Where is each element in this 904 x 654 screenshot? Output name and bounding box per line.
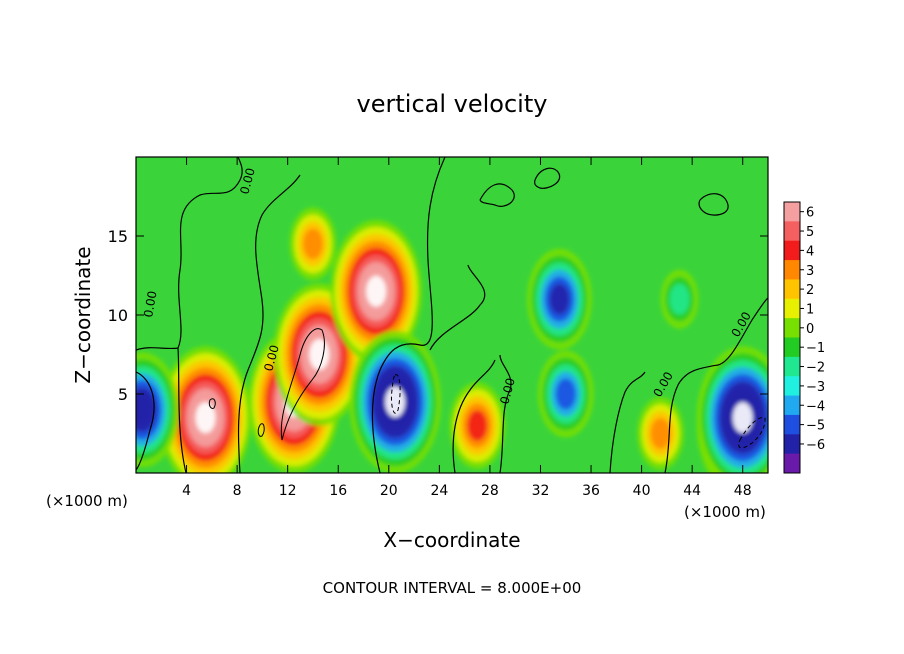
colorbar: 6 5 4 3 2 1 0 −1 −2 −3 −4 −5 −6	[783, 201, 825, 474]
zero-contour	[177, 347, 187, 473]
colorbar-swatch	[784, 434, 800, 455]
x-tick-label: 36	[582, 483, 600, 499]
contour-layer	[136, 157, 768, 473]
heat-cell	[650, 418, 671, 449]
x-tick-label: 8	[233, 483, 242, 499]
x-tick-label: 44	[683, 483, 701, 499]
zero-contour	[371, 157, 446, 473]
zero-contour	[452, 359, 496, 473]
colorbar-swatch	[784, 202, 800, 222]
heat-cell	[136, 394, 153, 426]
heat-cell	[555, 378, 576, 410]
colorbar-tick-label: −2	[806, 361, 825, 376]
colorbar-swatch	[784, 298, 800, 319]
heat-cell	[303, 228, 323, 260]
colorbar-swatch	[784, 318, 800, 338]
colorbar-frame	[783, 201, 801, 474]
colorbar-tick-label: 2	[806, 283, 814, 298]
colorbar-tick-label: −1	[806, 341, 825, 356]
x-tick-label: 24	[430, 483, 448, 499]
x-tick-label: 20	[380, 483, 398, 499]
colorbar-tick-label: 1	[806, 302, 814, 317]
chart-title: vertical velocity	[357, 90, 548, 118]
colorbar-swatch	[784, 395, 800, 416]
positive-contour	[280, 328, 325, 441]
y-tick-label: 15	[108, 227, 128, 246]
colorbar-tick-label: −6	[806, 438, 825, 453]
colorbar-swatch	[784, 260, 800, 280]
plot-area: 0.00 0.00 0.00 0.00 0.00 0.00	[136, 157, 768, 473]
zero-contour	[609, 371, 646, 473]
colorbar-tick-label: 4	[806, 244, 814, 259]
colorbar-tick-label: −4	[806, 399, 825, 414]
heat-cell	[669, 283, 690, 315]
colorbar-swatch	[784, 240, 800, 261]
y-tick-label: 5	[118, 385, 128, 404]
contour-label: 0.00	[497, 376, 517, 405]
y-tick-label: 10	[108, 306, 128, 325]
x-tick-label: 12	[279, 483, 297, 499]
colorbar-tick-label: 6	[806, 206, 814, 221]
contour-label: 0.00	[141, 290, 159, 319]
colorbar-swatch	[784, 376, 800, 397]
zero-contour	[499, 354, 512, 473]
colorbar-tick-label: −3	[806, 380, 825, 395]
x-axis-label: X−coordinate	[383, 528, 520, 552]
zero-contour	[237, 174, 301, 473]
zero-contour	[698, 193, 729, 216]
contour-label: 0.00	[261, 343, 281, 372]
x-tick-label: 4	[182, 483, 191, 499]
y-axis-label: Z−coordinate	[71, 246, 95, 383]
x-unit-right: (×1000 m)	[684, 503, 766, 521]
y-axis: 5 10 15	[108, 227, 768, 404]
zero-contour	[664, 297, 768, 473]
heat-cell	[732, 402, 753, 434]
colorbar-tick-label: 5	[806, 225, 814, 240]
x-tick-label: 48	[734, 483, 752, 499]
zero-contour	[136, 371, 155, 471]
colorbar-swatch	[784, 221, 800, 242]
x-tick-label: 32	[532, 483, 550, 499]
colorbar-tick-label: 3	[806, 264, 814, 279]
colorbar-swatch	[784, 279, 800, 300]
heat-cell	[549, 283, 570, 315]
colorbar-swatch	[784, 356, 800, 377]
footer-contour-interval: CONTOUR INTERVAL = 8.000E+00	[323, 579, 582, 597]
heat-cell	[467, 410, 488, 441]
heat-cell	[195, 402, 216, 434]
zero-contour	[429, 264, 486, 351]
colorbar-tick-label: −5	[806, 419, 825, 434]
x-tick-label: 28	[481, 483, 499, 499]
heat-cell	[366, 275, 387, 307]
x-tick-label: 16	[329, 483, 347, 499]
negative-contour	[738, 416, 766, 449]
zero-contour	[534, 167, 561, 189]
positive-contour	[257, 423, 265, 437]
contour-label: 0.00	[237, 166, 257, 195]
zero-contour	[479, 183, 515, 207]
x-tick-label: 40	[633, 483, 651, 499]
x-axis: 4 8 12 16 20 24 28 32 36 40 44 48	[182, 157, 752, 499]
colorbar-swatch	[784, 453, 800, 474]
colorbar-swatch	[784, 337, 800, 358]
colorbar-swatch	[784, 414, 800, 435]
x-unit-left: (×1000 m)	[46, 492, 128, 510]
positive-contour	[208, 398, 216, 409]
heat-cell	[385, 386, 406, 418]
colorbar-tick-label: 0	[806, 322, 814, 337]
heat-cell	[309, 339, 330, 370]
